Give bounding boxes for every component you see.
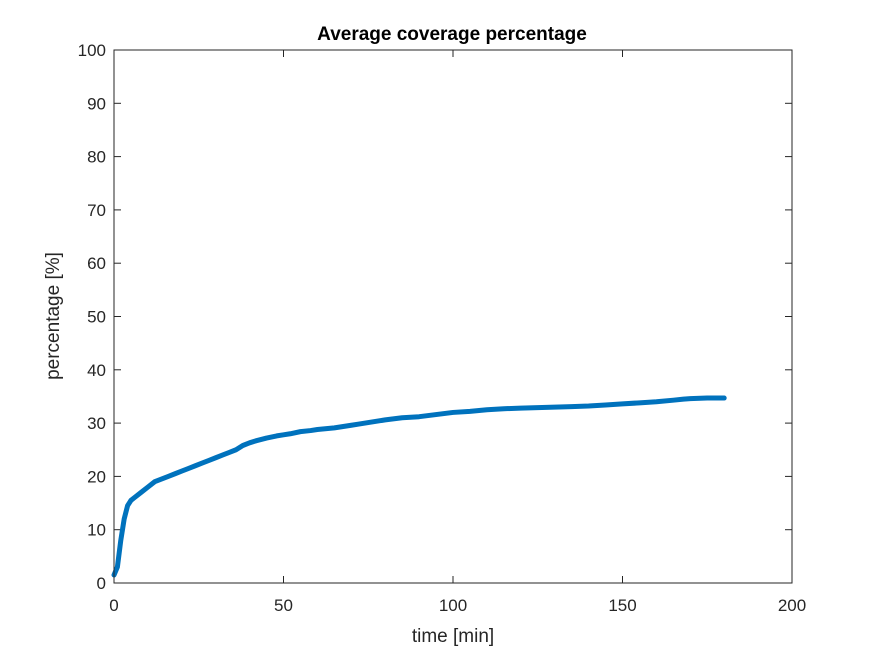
x-axis-label: time [min] xyxy=(412,626,494,647)
tick-labels-group: 0 50 100 150 200 0 10 20 30 40 50 60 70 80 90 100 xyxy=(78,41,807,615)
chart-title: Average coverage percentage xyxy=(317,24,587,45)
y-tick-label-6: 60 xyxy=(87,254,106,273)
x-tick-label-2: 100 xyxy=(439,596,467,615)
y-tick-label-9: 90 xyxy=(87,94,106,113)
y-tick-label-3: 30 xyxy=(87,414,106,433)
x-tick-label-3: 150 xyxy=(608,596,636,615)
y-tick-label-4: 40 xyxy=(87,361,106,380)
y-tick-label-1: 10 xyxy=(87,521,106,540)
y-tick-label-8: 80 xyxy=(87,148,106,167)
x-tick-label-4: 200 xyxy=(778,596,806,615)
x-tick-label-0: 0 xyxy=(109,596,118,615)
plot-area xyxy=(114,50,792,583)
y-tick-label-7: 70 xyxy=(87,201,106,220)
y-tick-label-2: 20 xyxy=(87,467,106,486)
y-tick-label-0: 0 xyxy=(97,574,106,593)
y-axis-label: percentage [%] xyxy=(43,252,64,380)
series-line xyxy=(111,395,727,578)
x-tick-label-1: 50 xyxy=(274,596,293,615)
y-tick-label-10: 100 xyxy=(78,41,106,60)
axes-box xyxy=(113,49,793,584)
y-tick-label-5: 50 xyxy=(87,308,106,327)
